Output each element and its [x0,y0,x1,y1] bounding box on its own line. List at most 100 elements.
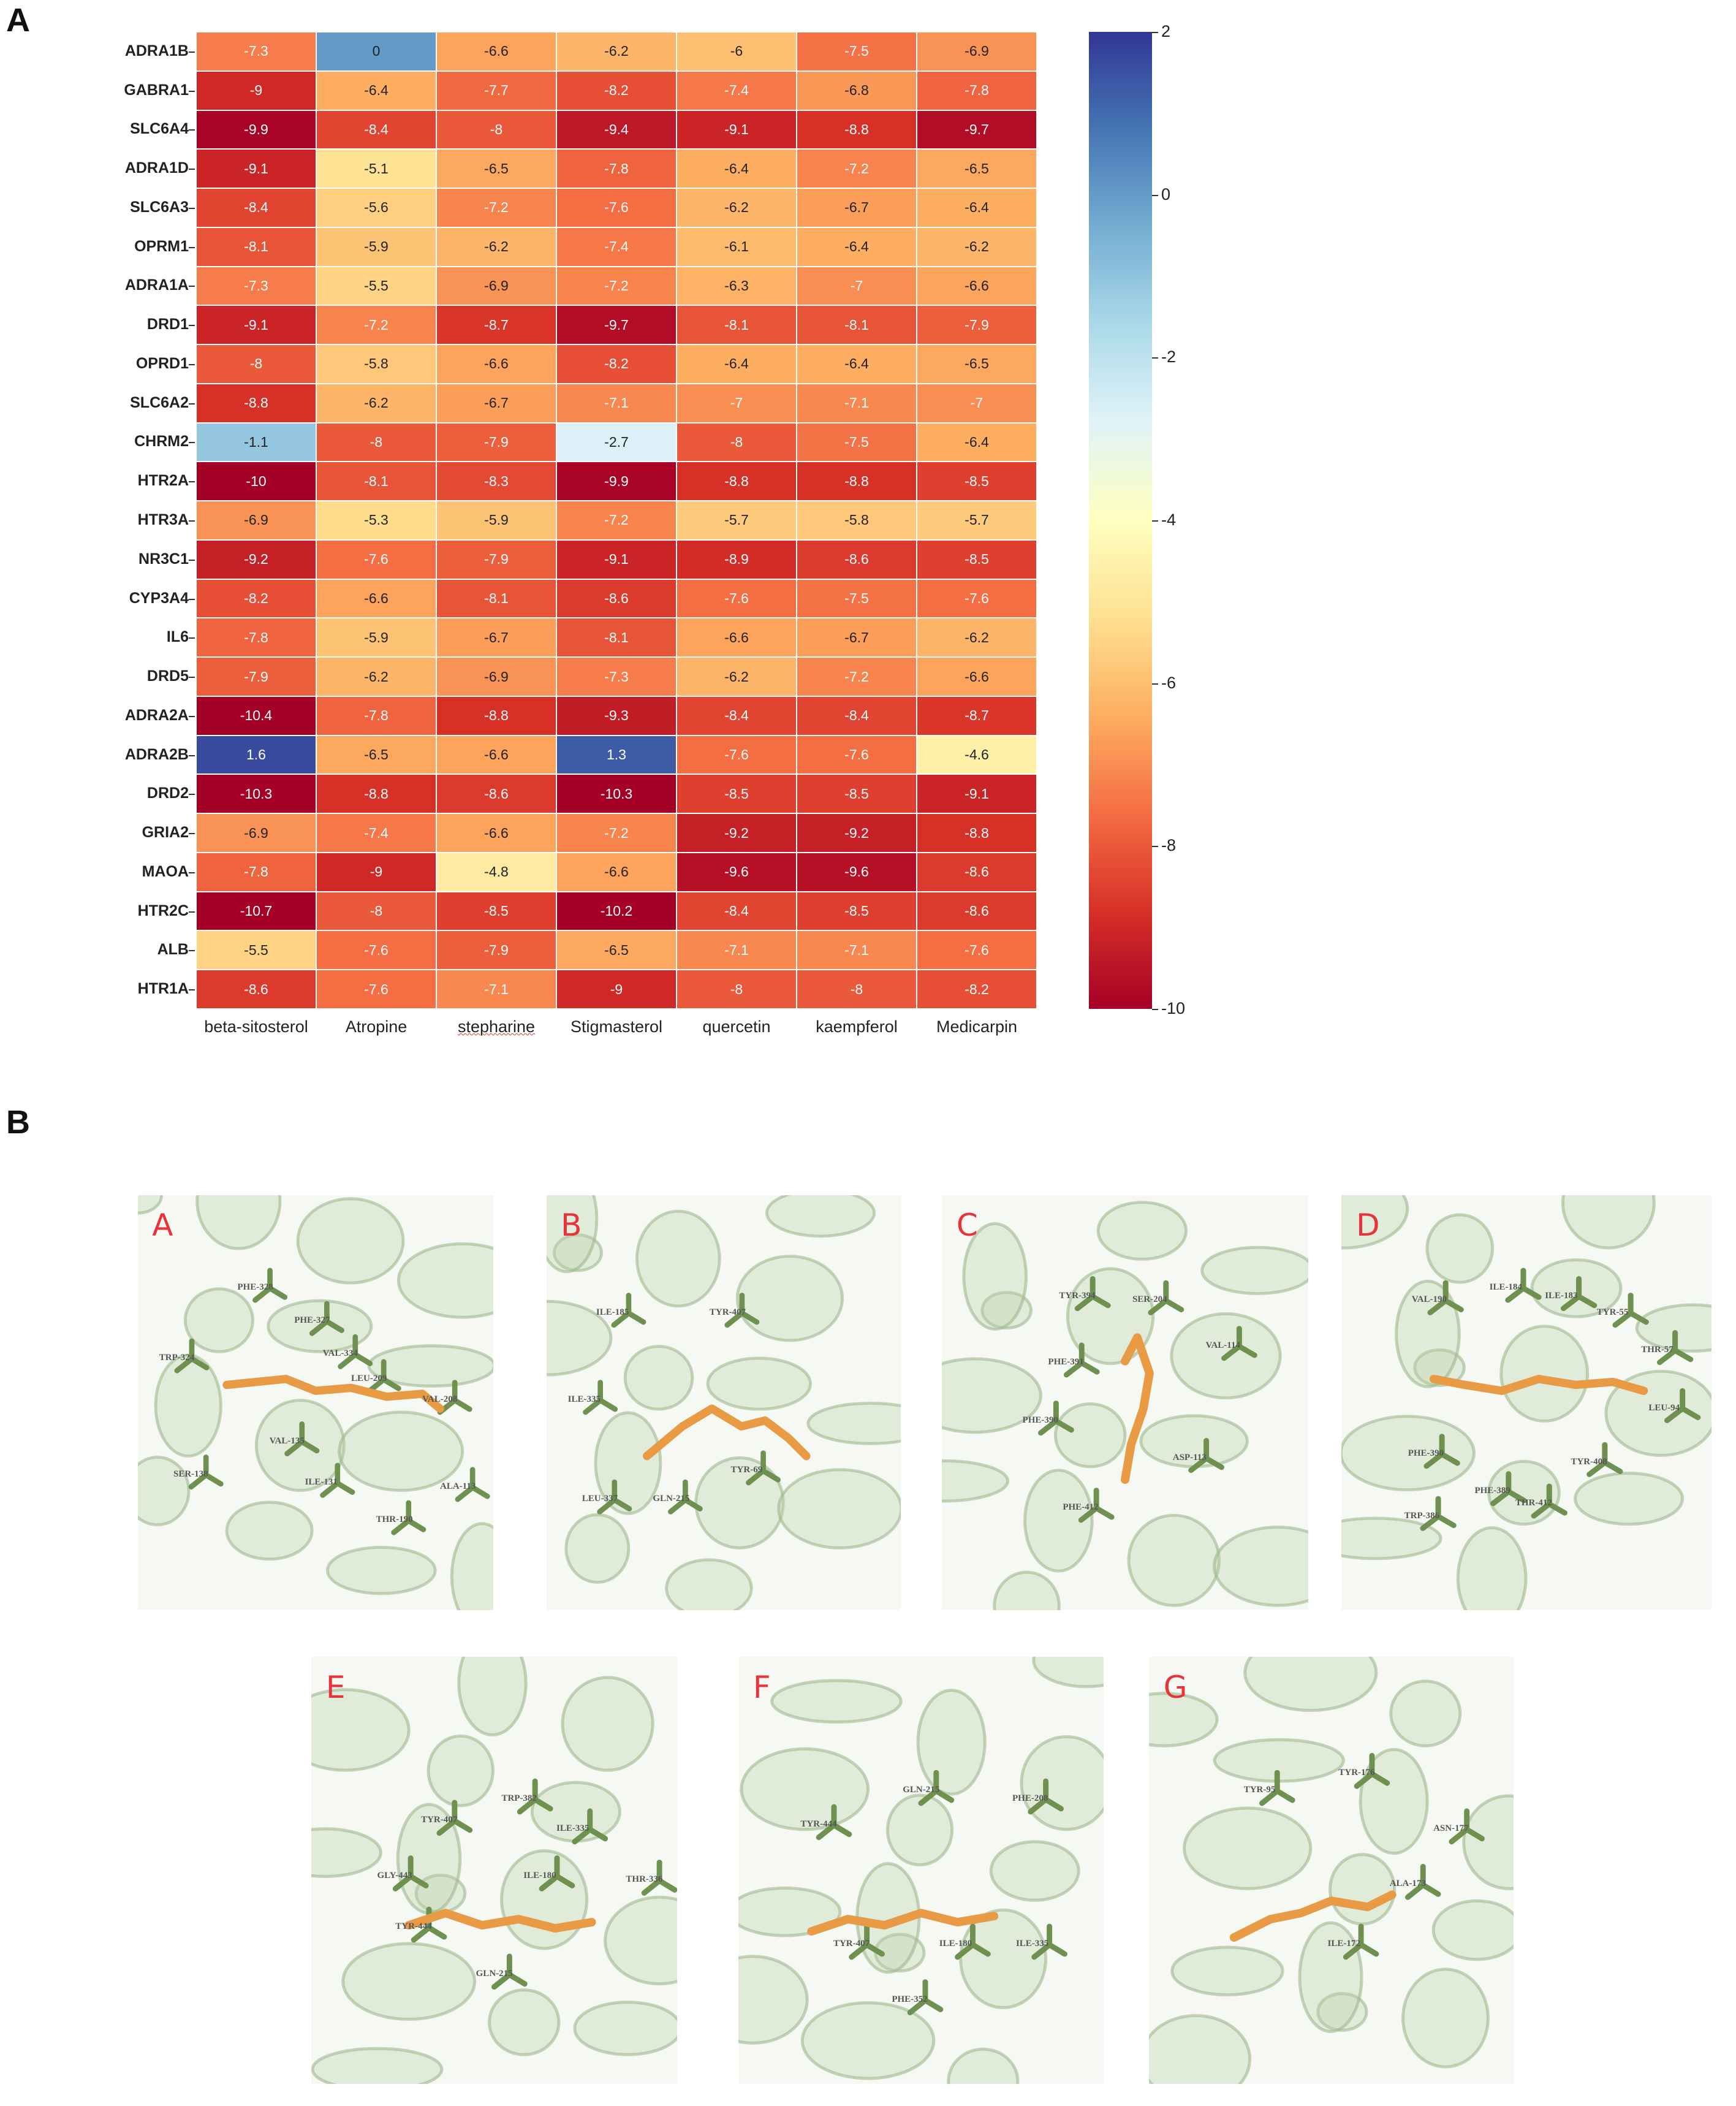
heatmap-cell: -7.4 [677,70,797,110]
ribbon-helix [706,1356,813,1411]
residue-label: TYR-444 [395,1922,432,1932]
residue-stick [1343,1923,1379,1960]
colorbar-tick-label: -2 [1161,348,1177,367]
residue-stick [437,1380,472,1415]
row-label: SLC6A2 [130,393,189,411]
colorbar-tick [1152,683,1158,685]
row-tick [189,207,195,209]
heatmap-cell: -5.1 [316,149,436,189]
residue-label: ILE-185 [596,1307,629,1317]
heatmap-cell: -8.5 [677,774,797,814]
residue-stick [252,1268,288,1303]
ribbon-helix [1053,1402,1127,1469]
residue-stick [955,1923,991,1960]
heatmap-cell: -8.5 [797,891,917,931]
ribbon-helix [225,1500,314,1561]
heatmap-cell: -6.5 [917,344,1037,384]
heatmap-cell: -9.7 [917,110,1037,150]
panel-letter: D [1356,1207,1380,1244]
heatmap-cell: -9.6 [797,852,917,892]
ribbon-helix [962,1222,1028,1331]
residue-stick [539,1855,575,1891]
ribbon-helix [1183,1806,1313,1890]
residue-stick [1560,1276,1598,1312]
heatmap-cell: -7.8 [316,696,436,736]
heatmap-cell: -6.6 [436,32,556,71]
residue-label: GLY-443 [377,1870,412,1880]
ribbon-helix [735,1255,844,1342]
heatmap-cell: -7.2 [797,657,917,696]
row-label: HTR2A [137,472,189,490]
heatmap-cell: -9.1 [917,774,1037,814]
residue-label: ALA-113 [440,1481,476,1492]
colorbar-tick-label: 2 [1161,22,1171,40]
ribbon-helix [1149,2014,1252,2084]
row-label: ADRA2B [124,745,189,763]
row-label: HTR3A [137,511,189,528]
heatmap-cell: -8 [316,891,436,931]
ribbon-helix [311,1688,411,1772]
docking-panel-g: G TYR-95 TYR-176 ASN-177 ALA-173 ILE-172 [1149,1657,1514,2084]
heatmap-cell: -8.7 [436,305,556,345]
ribbon-helix [885,1793,954,1867]
residue-label: ILE-172 [1327,1939,1360,1949]
heatmap-cell: -8.1 [196,227,316,267]
heatmap-cell: -5.5 [196,930,316,970]
row-label: GABRA1 [124,81,189,99]
heatmap-cell: -8.6 [196,970,316,1009]
protein-structure [738,1657,1104,2084]
ribbon-helix [947,2047,1020,2084]
heatmap-cell: -6.2 [677,657,797,696]
heatmap-cell: 1.6 [196,735,316,775]
ribbon-helix [1316,1992,1368,2032]
colorbar-tick [1152,194,1158,196]
row-tick [189,169,195,170]
protein-structure [942,1201,1308,1610]
ribbon-helix [777,1468,901,1549]
row-tick [189,325,195,327]
heatmap-cell: -9.2 [196,539,316,579]
row-tick [189,637,195,639]
colorbar-tick-label: -4 [1161,511,1177,529]
ribbon-helix [325,1546,437,1595]
protein-structure [1341,1195,1711,1610]
ribbon-helix [138,1456,191,1527]
row-label: ADRA1A [124,276,189,294]
residue-stick [491,1953,528,1990]
heatmap-cell: -8.8 [436,696,556,736]
residue-label: LEU-94 [1648,1402,1680,1413]
heatmap-cell: -8 [797,970,917,1009]
ribbon-helix [1032,1657,1104,1689]
residue-label: VAL-190 [1411,1294,1447,1305]
heatmap-cell: -8.8 [196,383,316,423]
panel-letter: C [956,1207,978,1244]
heatmap-cell: -5.8 [797,501,917,540]
residue-label: PHE-391 [1048,1357,1084,1367]
residue-label: PHE-412 [1063,1502,1099,1512]
heatmap-cell: -8.9 [677,539,797,579]
ribbon-helix [942,1357,1042,1434]
residue-label: ILE-180 [523,1870,556,1880]
ribbon-helix [547,1195,599,1274]
residue-label: TYR-407 [833,1939,870,1949]
heatmap-cell: -7.4 [316,813,436,853]
residue-label: PHE-327 [294,1315,330,1326]
ribbon-helix [561,1676,654,1772]
row-tick [189,833,195,835]
ribbon-helix [547,1299,613,1377]
ribbon-helix [765,1195,876,1238]
ribbon-helix [311,2047,444,2084]
residue-label: TYR-444 [800,1819,837,1829]
heatmap-cell: -6 [677,32,797,71]
row-label: MAOA [142,862,189,880]
heatmap-cell: -7.8 [196,852,316,892]
row-label: CHRM2 [134,433,189,450]
heatmap-cell: -10.3 [556,774,677,814]
ribbon-helix [488,1988,561,2056]
heatmap-cell: -9.7 [556,305,677,345]
row-tick [189,442,195,444]
residue-label: ILE-183 [1545,1290,1578,1301]
heatmap-cell: -8.8 [797,110,917,150]
colorbar-tick [1152,357,1158,359]
column-label: stepharine [457,1017,536,1036]
